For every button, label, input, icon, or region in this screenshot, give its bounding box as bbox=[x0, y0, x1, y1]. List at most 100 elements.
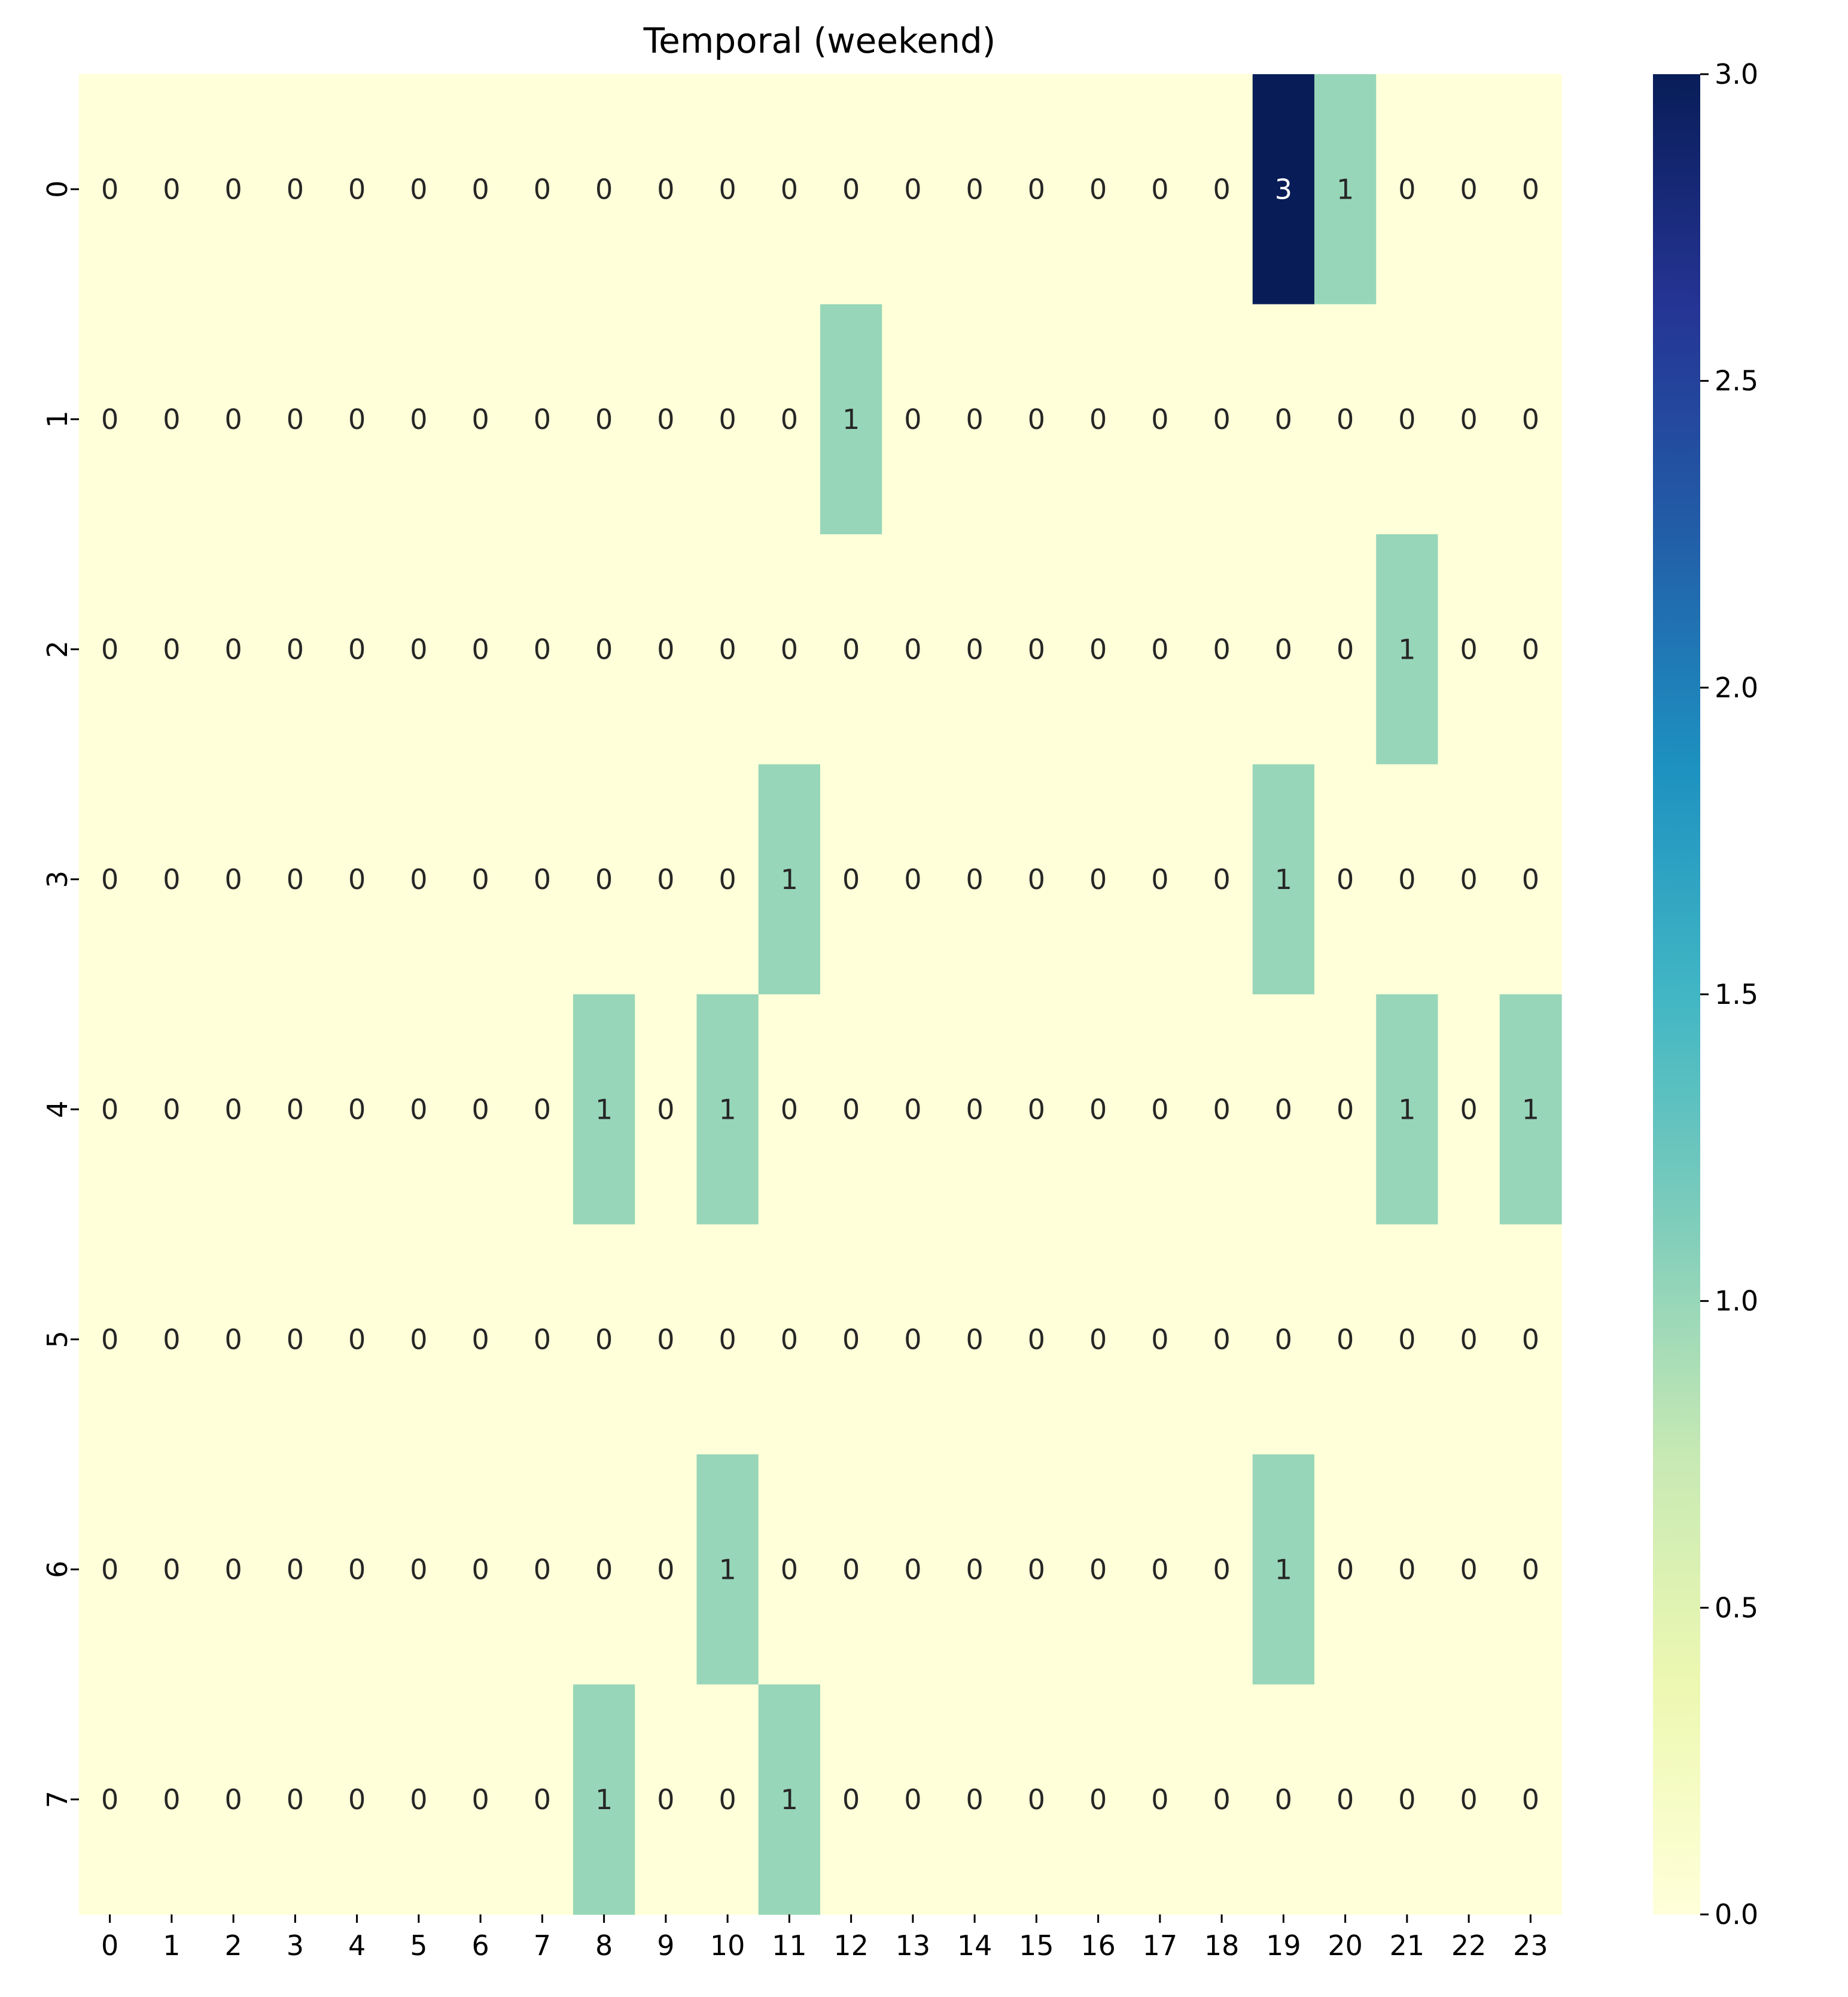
cell-value-r6-c3: 0 bbox=[287, 1553, 304, 1585]
cell-value-r3-c15: 0 bbox=[1028, 863, 1045, 896]
cell-value-r2-c0: 0 bbox=[101, 633, 118, 665]
heatmap-cell-r5-c7 bbox=[511, 1224, 574, 1455]
cell-value-r4-c6: 0 bbox=[471, 1093, 489, 1125]
cell-value-r4-c1: 0 bbox=[163, 1093, 180, 1125]
cell-value-r7-c23: 0 bbox=[1522, 1783, 1539, 1816]
cell-value-r6-c13: 0 bbox=[904, 1553, 921, 1585]
heatmap-cell-r5-c21 bbox=[1376, 1224, 1439, 1455]
heatmap-cell-r7-c10 bbox=[696, 1684, 759, 1915]
cell-value-r3-c4: 0 bbox=[348, 863, 366, 896]
cell-value-r1-c22: 0 bbox=[1460, 403, 1477, 436]
cell-value-r5-c6: 0 bbox=[471, 1323, 489, 1356]
cell-value-r2-c14: 0 bbox=[966, 633, 983, 665]
heatmap-cell-r4-c16 bbox=[1067, 994, 1129, 1225]
heatmap-cell-r0-c22 bbox=[1438, 74, 1500, 305]
cell-value-r1-c8: 0 bbox=[595, 403, 613, 436]
cell-value-r4-c3: 0 bbox=[287, 1093, 304, 1125]
heatmap-cell-r5-c15 bbox=[1005, 1224, 1068, 1455]
heatmap-cell-r5-c6 bbox=[449, 1224, 512, 1455]
heatmap-cell-r2-c3 bbox=[264, 534, 327, 765]
heatmap-cell-r5-c0 bbox=[79, 1224, 141, 1455]
heatmap-cell-r1-c9 bbox=[635, 304, 698, 535]
cell-value-r0-c21: 0 bbox=[1398, 173, 1415, 205]
heatmap-cell-r5-c20 bbox=[1314, 1224, 1377, 1455]
cell-value-r3-c12: 0 bbox=[842, 863, 860, 896]
cell-value-r0-c18: 0 bbox=[1213, 173, 1230, 205]
heatmap-cell-r5-c12 bbox=[820, 1224, 882, 1455]
heatmap-cell-r6-c12 bbox=[820, 1454, 882, 1685]
heatmap-cell-r4-c18 bbox=[1191, 994, 1253, 1225]
x-tick-label-19: 19 bbox=[1266, 1929, 1301, 1962]
heatmap-cell-r4-c23 bbox=[1499, 994, 1562, 1225]
heatmap-cell-r6-c0 bbox=[79, 1454, 141, 1685]
heatmap-cell-r5-c1 bbox=[141, 1224, 203, 1455]
heatmap-cell-r7-c2 bbox=[202, 1684, 265, 1915]
cell-value-r4-c4: 0 bbox=[348, 1093, 366, 1125]
cell-value-r7-c1: 0 bbox=[163, 1783, 180, 1816]
y-tick-label-1: 1 bbox=[41, 410, 74, 428]
cell-value-r7-c9: 0 bbox=[657, 1783, 674, 1816]
cell-value-r6-c20: 0 bbox=[1336, 1553, 1354, 1585]
heatmap-cell-r7-c9 bbox=[635, 1684, 698, 1915]
cell-value-r0-c9: 0 bbox=[657, 173, 674, 205]
y-tick-label-0: 0 bbox=[41, 181, 74, 198]
cell-value-r3-c7: 0 bbox=[534, 863, 551, 896]
x-tick-label-4: 4 bbox=[348, 1929, 366, 1962]
heatmap-cell-r6-c11 bbox=[758, 1454, 821, 1685]
heatmap-cell-r4-c5 bbox=[388, 994, 450, 1225]
heatmap-cell-r6-c16 bbox=[1067, 1454, 1129, 1685]
heatmap-cell-r0-c14 bbox=[943, 74, 1006, 305]
cell-value-r0-c20: 1 bbox=[1336, 173, 1354, 205]
cell-value-r3-c6: 0 bbox=[471, 863, 489, 896]
heatmap-cell-r7-c18 bbox=[1191, 1684, 1253, 1915]
heatmap-cell-r4-c9 bbox=[635, 994, 698, 1225]
cell-value-r7-c10: 0 bbox=[719, 1783, 736, 1816]
heatmap-cell-r4-c21 bbox=[1376, 994, 1439, 1225]
cell-value-r5-c22: 0 bbox=[1460, 1323, 1477, 1356]
heatmap-cell-r5-c13 bbox=[882, 1224, 945, 1455]
cell-value-r7-c8: 1 bbox=[595, 1783, 613, 1816]
heatmap-cell-r0-c2 bbox=[202, 74, 265, 305]
heatmap-cell-r4-c3 bbox=[264, 994, 327, 1225]
heatmap-cell-r5-c8 bbox=[573, 1224, 635, 1455]
heatmap-cell-r7-c16 bbox=[1067, 1684, 1129, 1915]
y-tick-label-6: 6 bbox=[41, 1561, 74, 1578]
heatmap-cell-r4-c7 bbox=[511, 994, 574, 1225]
heatmap-cell-r6-c9 bbox=[635, 1454, 698, 1685]
heatmap-cell-r3-c18 bbox=[1191, 764, 1253, 995]
heatmap-cell-r2-c2 bbox=[202, 534, 265, 765]
cell-value-r1-c12: 1 bbox=[842, 403, 860, 436]
heatmap-cell-r2-c22 bbox=[1438, 534, 1500, 765]
cell-value-r1-c14: 0 bbox=[966, 403, 983, 436]
heatmap-cell-r1-c18 bbox=[1191, 304, 1253, 535]
heatmap-cell-r7-c4 bbox=[326, 1684, 388, 1915]
x-tick-label-0: 0 bbox=[101, 1929, 118, 1962]
heatmap-cell-r6-c14 bbox=[943, 1454, 1006, 1685]
x-tick-label-3: 3 bbox=[287, 1929, 304, 1962]
cell-value-r0-c0: 0 bbox=[101, 173, 118, 205]
cell-value-r0-c5: 0 bbox=[410, 173, 427, 205]
heatmap-cell-r7-c1 bbox=[141, 1684, 203, 1915]
heatmap-cell-r3-c15 bbox=[1005, 764, 1068, 995]
heatmap-cell-r5-c22 bbox=[1438, 1224, 1500, 1455]
heatmap-cell-r4-c1 bbox=[141, 994, 203, 1225]
colorbar-tick-label-1: 0.5 bbox=[1715, 1591, 1758, 1624]
cell-value-r0-c1: 0 bbox=[163, 173, 180, 205]
cell-value-r6-c2: 0 bbox=[224, 1553, 242, 1585]
heatmap-cell-r1-c8 bbox=[573, 304, 635, 535]
heatmap-cell-r2-c16 bbox=[1067, 534, 1129, 765]
cell-value-r6-c11: 0 bbox=[781, 1553, 798, 1585]
y-axis: 0 1 2 3 4 5 6 7 bbox=[41, 181, 79, 1808]
cell-value-r5-c15: 0 bbox=[1028, 1323, 1045, 1356]
heatmap-cell-r3-c14 bbox=[943, 764, 1006, 995]
heatmap-cell-r7-c3 bbox=[264, 1684, 327, 1915]
heatmap-cell-r4-c15 bbox=[1005, 994, 1068, 1225]
cell-value-r0-c12: 0 bbox=[842, 173, 860, 205]
cell-value-r5-c5: 0 bbox=[410, 1323, 427, 1356]
cell-value-r4-c11: 0 bbox=[781, 1093, 798, 1125]
heatmap-cell-r7-c13 bbox=[882, 1684, 945, 1915]
cell-value-r2-c9: 0 bbox=[657, 633, 674, 665]
heatmap-cell-r0-c17 bbox=[1129, 74, 1192, 305]
heatmap-cell-r0-c11 bbox=[758, 74, 821, 305]
